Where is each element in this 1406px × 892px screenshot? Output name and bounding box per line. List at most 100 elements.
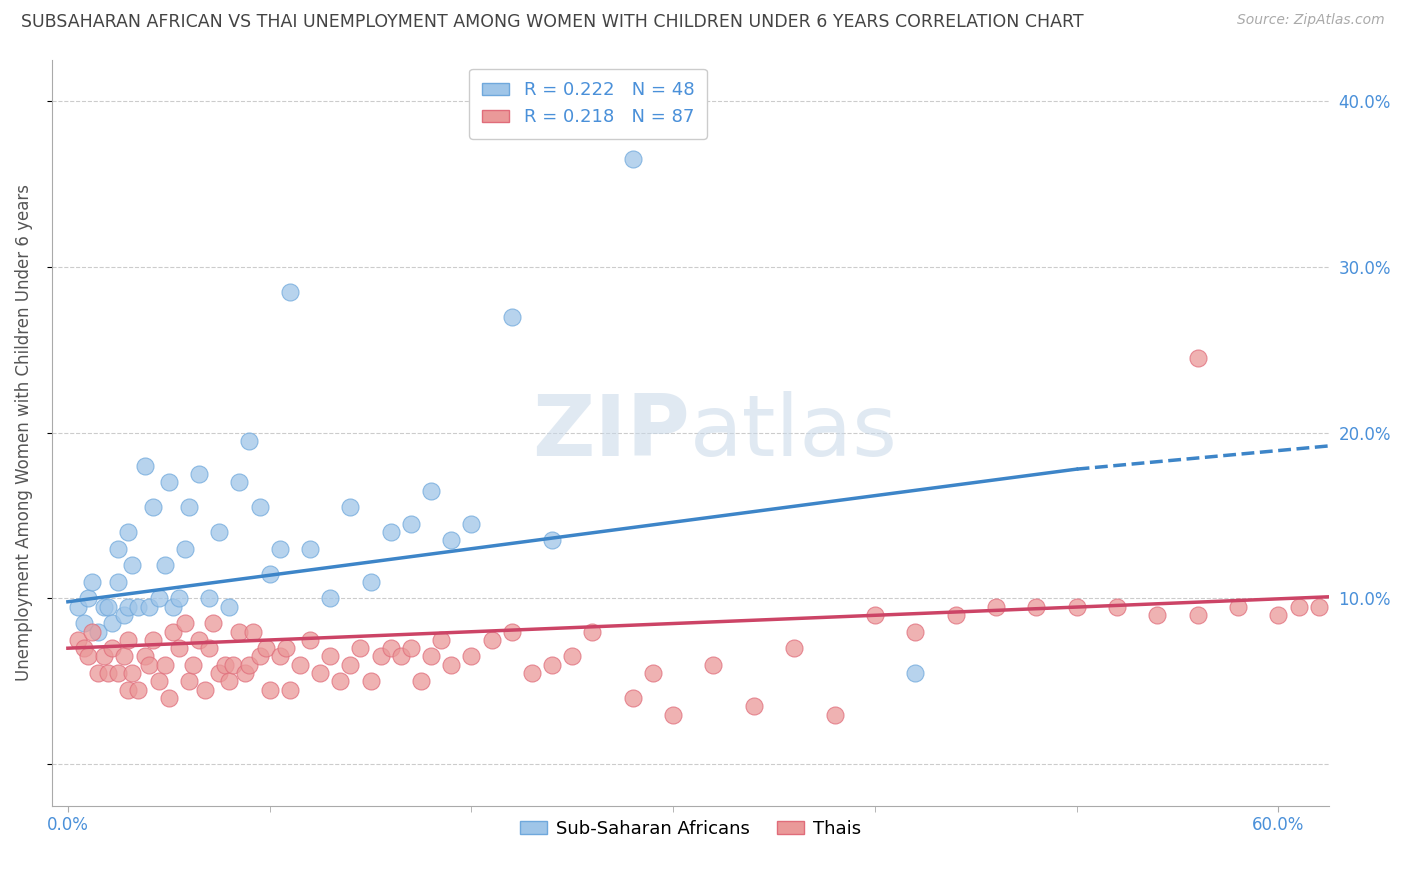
Point bbox=[97, 599, 120, 614]
Legend: Sub-Saharan Africans, Thais: Sub-Saharan Africans, Thais bbox=[512, 813, 868, 846]
Text: SUBSAHARAN AFRICAN VS THAI UNEMPLOYMENT AMONG WOMEN WITH CHILDREN UNDER 6 YEARS : SUBSAHARAN AFRICAN VS THAI UNEMPLOYMENT … bbox=[21, 13, 1084, 31]
Point bbox=[1267, 607, 1289, 622]
Point bbox=[112, 607, 135, 622]
Point bbox=[235, 666, 257, 681]
Point bbox=[177, 500, 200, 515]
Point bbox=[259, 682, 281, 697]
Point bbox=[440, 533, 463, 548]
Point bbox=[121, 666, 143, 681]
Point bbox=[1025, 599, 1047, 614]
Point bbox=[1187, 351, 1209, 365]
Point bbox=[157, 475, 180, 490]
Point bbox=[269, 649, 291, 664]
Text: Source: ZipAtlas.com: Source: ZipAtlas.com bbox=[1237, 13, 1385, 28]
Point bbox=[945, 607, 967, 622]
Text: ZIP: ZIP bbox=[533, 392, 690, 475]
Point bbox=[702, 657, 724, 672]
Point bbox=[107, 541, 129, 556]
Point bbox=[66, 599, 89, 614]
Point bbox=[228, 624, 250, 639]
Point bbox=[218, 674, 240, 689]
Point bbox=[87, 666, 110, 681]
Point bbox=[157, 690, 180, 705]
Point bbox=[380, 641, 402, 656]
Point bbox=[783, 641, 806, 656]
Point bbox=[138, 599, 160, 614]
Point bbox=[904, 624, 927, 639]
Point bbox=[153, 558, 176, 573]
Point bbox=[1066, 599, 1088, 614]
Point bbox=[501, 310, 523, 324]
Point bbox=[329, 674, 352, 689]
Point bbox=[87, 624, 110, 639]
Point bbox=[984, 599, 1007, 614]
Point bbox=[541, 533, 564, 548]
Point bbox=[198, 591, 221, 606]
Point bbox=[73, 616, 96, 631]
Point bbox=[153, 657, 176, 672]
Point bbox=[399, 641, 422, 656]
Point bbox=[339, 500, 361, 515]
Point bbox=[162, 599, 184, 614]
Point bbox=[134, 649, 156, 664]
Point bbox=[128, 599, 150, 614]
Point bbox=[208, 666, 231, 681]
Point bbox=[107, 574, 129, 589]
Point bbox=[360, 574, 382, 589]
Point bbox=[298, 632, 321, 647]
Point bbox=[481, 632, 503, 647]
Point bbox=[1227, 599, 1250, 614]
Point bbox=[198, 641, 221, 656]
Point bbox=[1105, 599, 1128, 614]
Point bbox=[82, 574, 104, 589]
Point bbox=[77, 591, 100, 606]
Point bbox=[188, 467, 211, 482]
Point bbox=[93, 649, 115, 664]
Point bbox=[349, 641, 371, 656]
Point bbox=[742, 699, 765, 714]
Point bbox=[399, 516, 422, 531]
Point bbox=[77, 649, 100, 664]
Point bbox=[298, 541, 321, 556]
Point bbox=[420, 649, 443, 664]
Point bbox=[148, 674, 170, 689]
Point bbox=[218, 599, 240, 614]
Point bbox=[389, 649, 412, 664]
Point bbox=[66, 632, 89, 647]
Point bbox=[319, 591, 342, 606]
Point bbox=[278, 285, 301, 299]
Point bbox=[662, 707, 685, 722]
Point bbox=[142, 632, 165, 647]
Point bbox=[409, 674, 432, 689]
Point bbox=[904, 666, 927, 681]
Point bbox=[319, 649, 342, 664]
Point bbox=[440, 657, 463, 672]
Point bbox=[128, 682, 150, 697]
Point bbox=[460, 649, 482, 664]
Point bbox=[269, 541, 291, 556]
Point bbox=[174, 616, 197, 631]
Point bbox=[174, 541, 197, 556]
Point bbox=[249, 500, 271, 515]
Point bbox=[520, 666, 543, 681]
Point bbox=[621, 152, 644, 166]
Point bbox=[259, 566, 281, 581]
Point bbox=[148, 591, 170, 606]
Point bbox=[621, 690, 644, 705]
Point bbox=[101, 616, 124, 631]
Point bbox=[181, 657, 204, 672]
Point bbox=[238, 434, 260, 448]
Point bbox=[501, 624, 523, 639]
Point bbox=[1187, 607, 1209, 622]
Point bbox=[222, 657, 245, 672]
Point bbox=[82, 624, 104, 639]
Point bbox=[121, 558, 143, 573]
Point bbox=[177, 674, 200, 689]
Point bbox=[641, 666, 664, 681]
Point bbox=[112, 649, 135, 664]
Point bbox=[117, 525, 139, 540]
Point bbox=[93, 599, 115, 614]
Point bbox=[420, 483, 443, 498]
Point bbox=[117, 682, 139, 697]
Point bbox=[138, 657, 160, 672]
